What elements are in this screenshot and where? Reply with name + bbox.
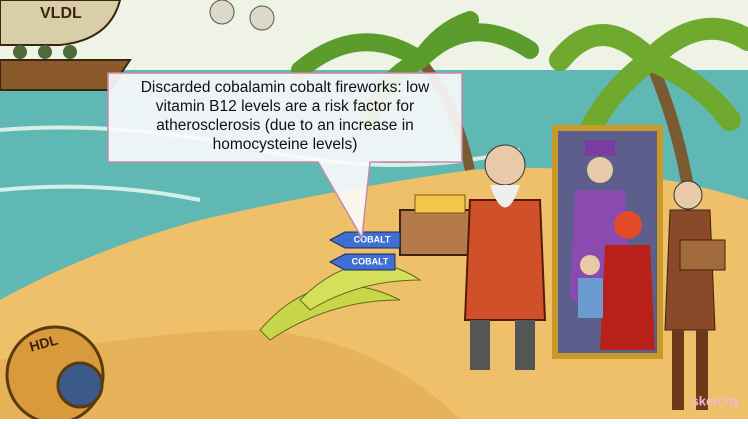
balloon: [0, 0, 122, 46]
rocket: COBALT: [328, 231, 401, 249]
callout-text: atherosclerosis (due to an increase in: [156, 117, 414, 134]
portrait-figures: [570, 140, 655, 350]
distant-balloon: [249, 5, 275, 31]
diving-helmet: HDL: [5, 325, 105, 424]
watermark: sketchy: [692, 393, 741, 408]
rocket-label: COBALT: [352, 256, 389, 266]
callout-text: homocysteine levels): [213, 136, 358, 153]
distant-balloon: [209, 0, 235, 25]
callout-box: [107, 72, 463, 241]
callout-text: Discarded cobalamin cobalt fireworks: lo…: [141, 79, 430, 96]
rocket-label: COBALT: [354, 234, 391, 244]
crew: [13, 45, 77, 59]
balloon-label: VLDL: [40, 5, 82, 22]
pirate: [463, 144, 547, 370]
leaf: [259, 285, 401, 341]
palm-leaves: [549, 17, 748, 141]
gold-bars: [414, 194, 466, 214]
wave: [0, 184, 201, 202]
palm-leaves: [291, 11, 539, 129]
helmet-label: HDL: [28, 331, 60, 354]
woman: [664, 180, 726, 410]
crate: [399, 209, 471, 256]
sand-shade: [0, 330, 460, 419]
leaf: [299, 263, 422, 311]
rocket: COBALT: [328, 253, 396, 271]
callout-text: vitamin B12 levels are a risk factor for: [156, 98, 414, 115]
callout: Discarded cobalamin cobalt fireworks: lo…: [107, 72, 463, 241]
